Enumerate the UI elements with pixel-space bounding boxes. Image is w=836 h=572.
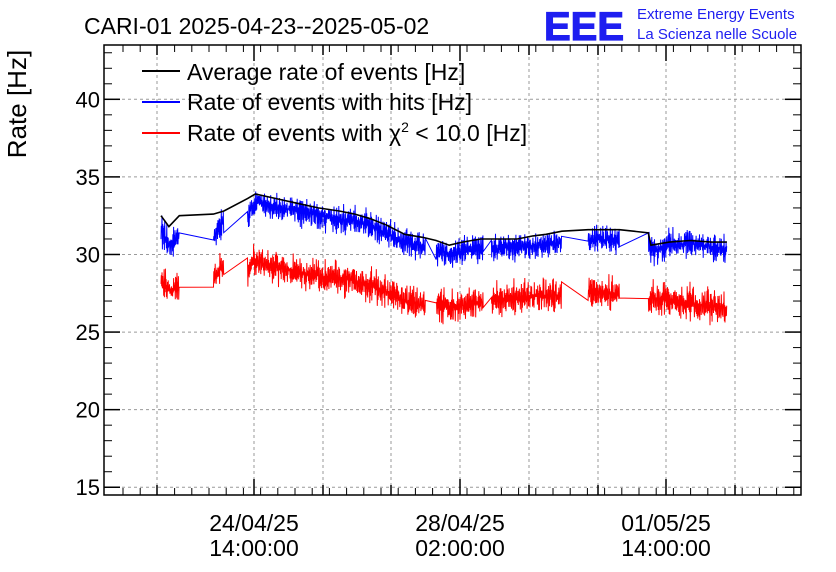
x-tick-label-time: 14:00:00 (209, 535, 299, 561)
y-tick-label: 40 (76, 87, 100, 112)
legend-chi-superscript: 2 (401, 119, 409, 135)
axis-ticks (104, 45, 801, 495)
legend-label-hits: Rate of events with hits [Hz] (187, 89, 472, 115)
series-line-hits (160, 191, 728, 268)
tick-labels: 15202530354024/04/2514:00:0028/04/2502:0… (76, 87, 711, 561)
legend-chi-symbol: χ (389, 120, 401, 146)
x-tick-label-time: 14:00:00 (621, 535, 711, 561)
logo-line-1: Extreme Energy Events (637, 6, 795, 23)
y-tick-label: 20 (76, 398, 100, 423)
series-line-average (160, 193, 727, 247)
chart-title: CARI-01 2025-04-23--2025-05-02 (84, 13, 429, 39)
y-tick-label: 30 (76, 242, 100, 267)
legend-label-chi2: Rate of events with χ2 < 10.0 [Hz] (187, 119, 527, 146)
y-tick-label: 15 (76, 475, 100, 500)
legend-chi2-suffix: < 10.0 [Hz] (409, 120, 527, 146)
x-tick-label-date: 01/05/25 (621, 510, 711, 536)
legend-label-average: Average rate of events [Hz] (187, 59, 465, 85)
logo-line-2: La Scienza nelle Scuole (637, 26, 797, 43)
x-tick-label-time: 02:00:00 (415, 535, 505, 561)
x-tick-label-date: 24/04/25 (209, 510, 299, 536)
y-tick-label: 35 (76, 165, 100, 190)
eee-logo: EEE Extreme Energy Events La Scienza nel… (543, 4, 797, 49)
eee-logo-text: EEE (544, 5, 624, 49)
legend: Average rate of events [Hz] Rate of even… (142, 59, 527, 146)
series-layer (160, 191, 728, 326)
series-line-chi2 (160, 243, 728, 326)
y-axis-label: Rate [Hz] (2, 50, 32, 158)
legend-chi2-prefix: Rate of events with (187, 120, 389, 146)
x-tick-label-date: 28/04/25 (415, 510, 505, 536)
y-tick-label: 25 (76, 320, 100, 345)
